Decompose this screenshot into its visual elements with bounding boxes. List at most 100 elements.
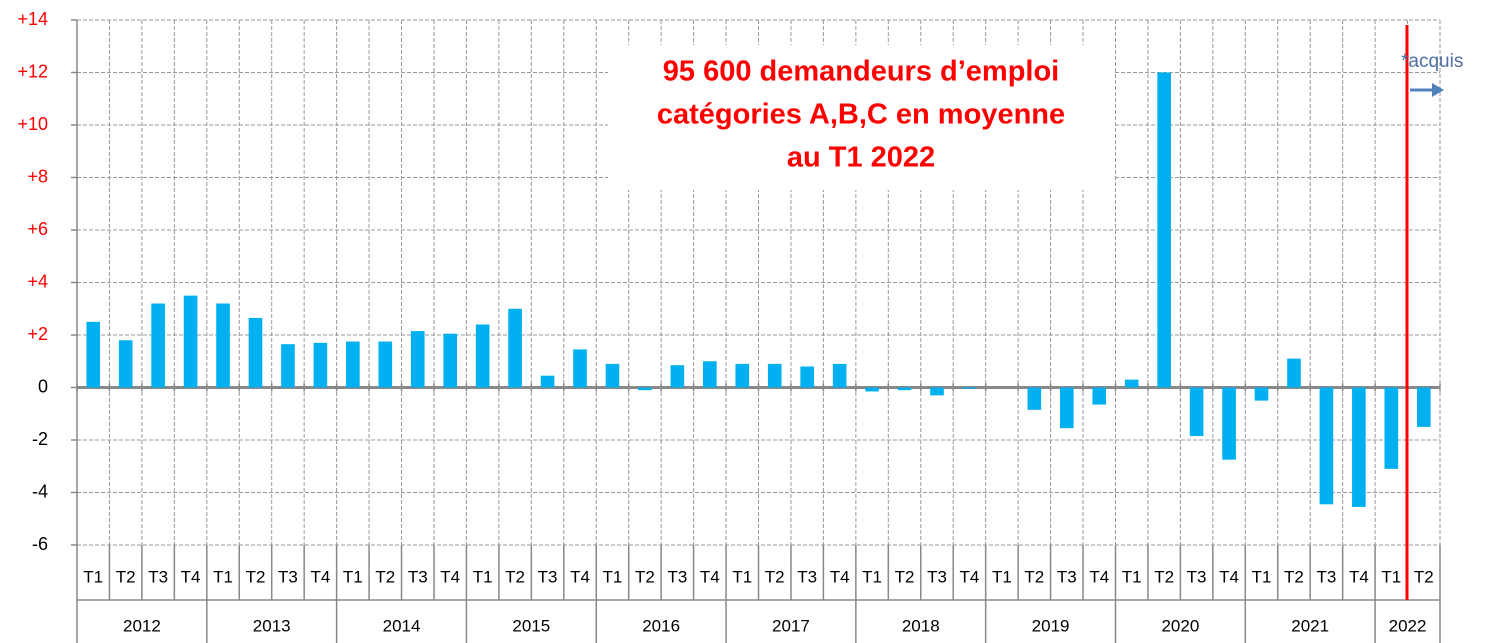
x-tick-label: T2 [1284, 567, 1304, 586]
bar-layer [86, 72, 1431, 507]
x-tick-label: T4 [440, 567, 460, 586]
note-arrowhead [1432, 83, 1444, 97]
bar [703, 361, 717, 388]
group-label: 2020 [1161, 616, 1199, 635]
x-tick-label: T3 [927, 567, 947, 586]
bar [930, 387, 944, 396]
x-tick-label: T2 [635, 567, 655, 586]
bar [962, 387, 977, 389]
x-tick-label: T4 [1219, 567, 1239, 586]
y-tick-label: +12 [17, 61, 48, 81]
x-tick-label: T1 [473, 567, 493, 586]
x-tick-label: T4 [1089, 567, 1109, 586]
y-tick-label: +10 [17, 114, 48, 134]
bar [865, 387, 879, 392]
x-tick-label: T1 [83, 567, 103, 586]
x-tick-label: T1 [343, 567, 363, 586]
bar [508, 308, 522, 388]
bar [1319, 387, 1334, 505]
bar [1124, 379, 1139, 388]
bar [1287, 358, 1301, 388]
x-tick-label: T4 [310, 567, 330, 586]
x-tick-label: T3 [667, 567, 687, 586]
bar [281, 344, 295, 388]
x-tick-label: T2 [1154, 567, 1174, 586]
group-label: 2022 [1389, 616, 1427, 635]
annotation-box [608, 45, 1115, 190]
bar [638, 387, 652, 391]
bar [767, 363, 782, 388]
bar [151, 303, 165, 388]
annotation-line: au T1 2022 [787, 142, 935, 174]
bar [1059, 387, 1074, 429]
bar [183, 295, 198, 388]
group-label: 2012 [123, 616, 161, 635]
bar [475, 324, 490, 388]
bar [1416, 387, 1431, 427]
x-tick-label: T1 [213, 567, 233, 586]
bar [346, 341, 360, 388]
x-tick-label: T2 [375, 567, 395, 586]
y-tick-label: +6 [27, 219, 48, 239]
group-label: 2014 [383, 616, 421, 635]
x-tick-label: T1 [992, 567, 1012, 586]
bar [313, 342, 328, 388]
x-tick-label: T1 [1122, 567, 1142, 586]
bar [1189, 387, 1204, 437]
annotation-line: 95 600 demandeurs d’emploi [663, 56, 1059, 88]
bar [540, 375, 555, 388]
x-tick-label: T4 [960, 567, 980, 586]
x-tick-label: T3 [278, 567, 298, 586]
group-label: 2015 [512, 616, 550, 635]
bar [443, 333, 458, 388]
x-tick-label: T4 [181, 567, 201, 586]
x-tick-label: T1 [1252, 567, 1272, 586]
bar [378, 341, 393, 388]
y-tick-label: -4 [32, 481, 48, 501]
x-tick-label: T1 [862, 567, 882, 586]
bar [410, 331, 425, 388]
bar [1027, 387, 1042, 410]
x-tick-label: T2 [1414, 567, 1434, 586]
x-tick-label: T3 [1187, 567, 1207, 586]
bar [1254, 387, 1269, 401]
x-tick-label: T1 [603, 567, 623, 586]
annotation-line: catégories A,B,C en moyenne [657, 99, 1065, 131]
bar [118, 340, 133, 388]
x-tick-label: T2 [505, 567, 525, 586]
bar [735, 363, 750, 388]
group-label: 2017 [772, 616, 810, 635]
x-tick-label: T3 [1316, 567, 1336, 586]
bar [670, 365, 685, 388]
x-tick-label: T1 [1381, 567, 1401, 586]
x-tick-label: T2 [1024, 567, 1044, 586]
x-tick-label: T3 [148, 567, 168, 586]
y-tick-label: +2 [27, 324, 48, 344]
bar [86, 321, 101, 388]
bar [897, 387, 912, 391]
y-tick-label: +4 [27, 271, 48, 291]
group-label: 2016 [642, 616, 680, 635]
bar [1222, 387, 1236, 460]
x-tick-label: T2 [246, 567, 266, 586]
group-label: 2021 [1291, 616, 1329, 635]
x-tick-label: T2 [116, 567, 136, 586]
bar [800, 366, 814, 388]
x-tick-label: T3 [1057, 567, 1077, 586]
x-tick-label: T3 [538, 567, 558, 586]
x-tick-label: T4 [700, 567, 720, 586]
y-tick-label: -2 [32, 429, 48, 449]
note: *acquis [1401, 51, 1463, 72]
x-tick-label: T2 [765, 567, 785, 586]
x-tick-label: T1 [732, 567, 752, 586]
bar [1352, 387, 1366, 507]
bar [1092, 387, 1107, 405]
bar [216, 303, 230, 388]
x-tick-label: T3 [797, 567, 817, 586]
bar [605, 363, 620, 388]
bar [573, 349, 587, 388]
x-tick-label: T3 [408, 567, 428, 586]
x-tick-label: T4 [1349, 567, 1369, 586]
y-tick-label: -6 [32, 534, 48, 554]
